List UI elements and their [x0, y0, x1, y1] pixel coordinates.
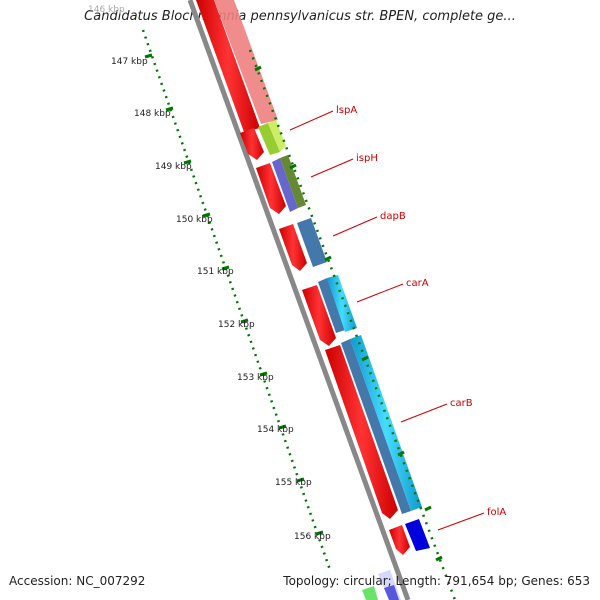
outer-ticks [254, 65, 443, 562]
gene-label-folA: folA [487, 507, 506, 518]
ruler-label: 149 kbp [155, 162, 192, 172]
ruler-label: 148 kbp [134, 109, 171, 119]
gene-feature-dapB [297, 218, 327, 267]
gene-feature-folA [405, 519, 430, 551]
cds-feature [389, 525, 410, 555]
ruler-label: 156 kbp [294, 532, 331, 542]
gene-feature-ispH-alt [280, 155, 306, 208]
ruler-label: 150 kbp [176, 215, 213, 225]
cds-feature-partial [384, 585, 399, 600]
cds-feature-partial [362, 586, 378, 600]
gene-feature-carA [318, 278, 345, 333]
gene-label-carB: carB [450, 398, 473, 409]
outer-track [248, 49, 457, 600]
genome-summary: Topology: circular; Length: 791,654 bp; … [283, 574, 590, 588]
cds-feature [302, 285, 336, 346]
accession-text: Accession: NC_007292 [9, 574, 146, 588]
gene-leaders [289, 110, 485, 531]
cds-feature [196, 0, 260, 132]
gene-feature-carA-alt [327, 275, 357, 332]
cds-feature [279, 224, 307, 271]
ruler-ticks [144, 53, 324, 536]
genome-backbone [187, 0, 411, 600]
ruler-label: 146 kbp [88, 5, 125, 15]
gene-feature-ispH [272, 158, 298, 212]
ruler-label: 151 kbp [197, 267, 234, 277]
ruler-label: 152 kbp [218, 320, 255, 330]
cds-feature-faded [214, 0, 278, 124]
gene-feature-lspA [258, 123, 280, 155]
gene-label-dapB: dapB [380, 211, 406, 222]
cds-feature [325, 345, 398, 519]
gene-feature-carB-alt [350, 335, 422, 511]
ruler-label: 153 kbp [237, 373, 274, 383]
gene-label-ispH: ispH [356, 153, 378, 164]
gene-label-carA: carA [406, 278, 429, 289]
gene-feature-carB [341, 339, 411, 514]
gene-feature-lspA-alt [268, 120, 286, 152]
ruler-label: 155 kbp [275, 478, 312, 488]
ruler-label: 154 kbp [257, 425, 294, 435]
cds-feature [256, 163, 286, 214]
cds-feature [240, 128, 264, 160]
ruler-label: 147 kbp [111, 57, 148, 67]
gene-label-lspA: lspA [336, 105, 357, 116]
